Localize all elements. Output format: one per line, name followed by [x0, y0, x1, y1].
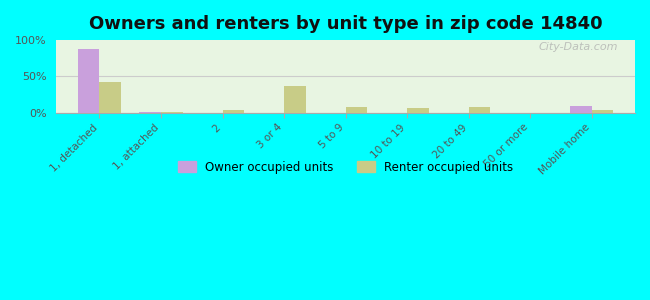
Bar: [284, 86, 306, 112]
Bar: [78, 49, 99, 112]
Bar: [408, 108, 429, 112]
Bar: [570, 106, 592, 112]
Bar: [222, 110, 244, 112]
Bar: [346, 107, 367, 112]
Legend: Owner occupied units, Renter occupied units: Owner occupied units, Renter occupied un…: [174, 156, 518, 178]
Bar: [99, 82, 121, 112]
Bar: [469, 107, 490, 112]
Text: City-Data.com: City-Data.com: [538, 42, 617, 52]
Bar: [592, 110, 614, 112]
Title: Owners and renters by unit type in zip code 14840: Owners and renters by unit type in zip c…: [89, 15, 603, 33]
